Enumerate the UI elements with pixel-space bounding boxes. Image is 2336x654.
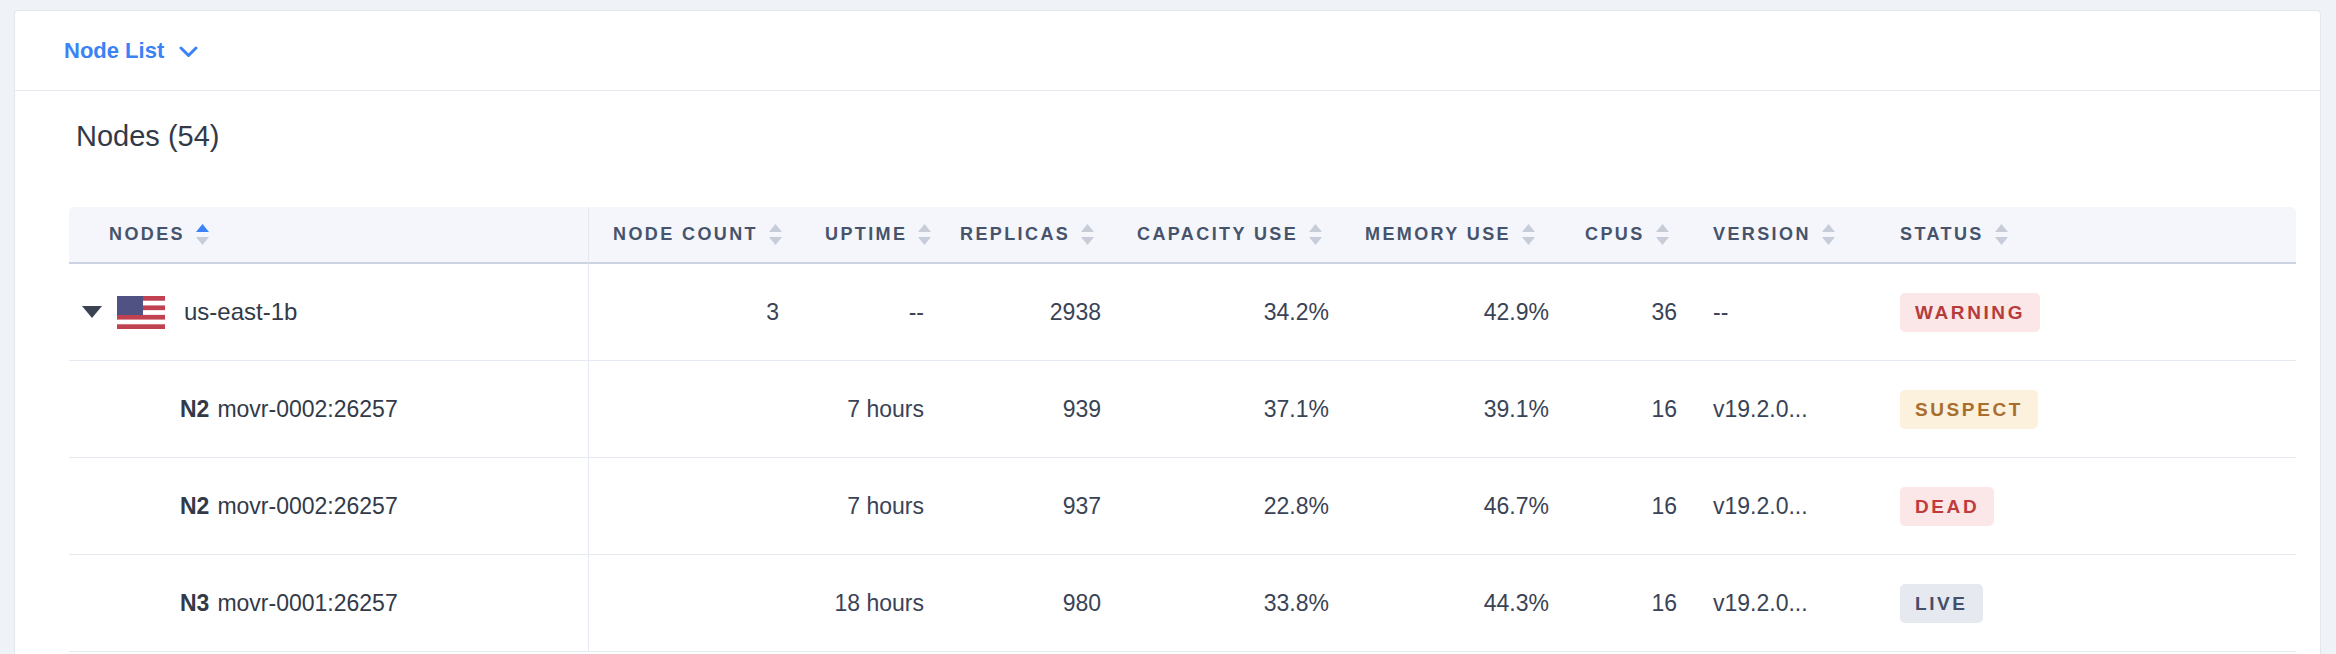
status-cell: SUSPECT (1876, 361, 2296, 458)
sort-arrows-icon (1522, 224, 1535, 246)
sort-arrows-icon (1309, 224, 1322, 246)
node-count-cell: 3 (589, 264, 801, 361)
capacity-use-cell: 37.1% (1113, 361, 1341, 458)
status-badge: LIVE (1900, 584, 1983, 623)
status-cell: DEAD (1876, 458, 2296, 555)
column-label: MEMORY USE (1365, 224, 1511, 245)
sort-arrows-icon (918, 224, 931, 246)
status-cell: LIVE (1876, 555, 2296, 652)
column-header-replicas[interactable]: REPLICAS (936, 207, 1113, 264)
cpus-cell: 16 (1561, 458, 1689, 555)
column-label: STATUS (1900, 224, 1984, 245)
cpus-cell: 16 (1561, 361, 1689, 458)
uptime-cell: -- (801, 264, 936, 361)
column-header-nodes[interactable]: NODES (69, 207, 589, 264)
column-header-status[interactable]: STATUS (1876, 207, 2296, 264)
version-cell: v19.2.0... (1689, 555, 1876, 652)
node-row: N3 movr-0001:26257 18 hours 980 33.8% 44.… (69, 555, 2296, 652)
column-header-uptime[interactable]: UPTIME (801, 207, 936, 264)
version-cell: v19.2.0... (1689, 361, 1876, 458)
status-badge: DEAD (1900, 487, 1994, 526)
column-header-cpus[interactable]: CPUS (1561, 207, 1689, 264)
node-name-cell: N2 movr-0002:26257 (69, 458, 589, 555)
memory-use-cell: 46.7% (1341, 458, 1561, 555)
cpus-cell: 36 (1561, 264, 1689, 361)
us-flag-icon (117, 296, 165, 329)
capacity-use-cell: 22.8% (1113, 458, 1341, 555)
node-count-cell (589, 458, 801, 555)
table-header-row: NODES NODE COUNT UPTIME (69, 207, 2296, 264)
column-header-node-count[interactable]: NODE COUNT (589, 207, 801, 264)
column-header-capacity-use[interactable]: CAPACITY USE (1113, 207, 1341, 264)
replicas-cell: 980 (936, 555, 1113, 652)
uptime-cell: 18 hours (801, 555, 936, 652)
node-name-cell: N3 movr-0001:26257 (69, 555, 589, 652)
capacity-use-cell: 34.2% (1113, 264, 1341, 361)
node-address: movr-0001:26257 (217, 590, 397, 616)
cpus-cell: 16 (1561, 555, 1689, 652)
status-cell: WARNING (1876, 264, 2296, 361)
replicas-cell: 937 (936, 458, 1113, 555)
region-row: us-east-1b 3 -- 2938 34.2% 42.9% 36 -- W… (69, 264, 2296, 361)
node-id: N2 (180, 493, 209, 519)
node-count-cell (589, 555, 801, 652)
capacity-use-cell: 33.8% (1113, 555, 1341, 652)
chevron-down-icon (179, 46, 198, 58)
page-background: { "crumb": { "label": "Node List" }, "se… (0, 0, 2336, 654)
sort-arrows-icon (1822, 224, 1835, 246)
column-label: REPLICAS (960, 224, 1070, 245)
version-cell: -- (1689, 264, 1876, 361)
column-label: CPUS (1585, 224, 1645, 245)
region-name: us-east-1b (184, 298, 297, 326)
sort-arrows-icon (196, 224, 209, 246)
node-row: N2 movr-0002:26257 7 hours 937 22.8% 46.7… (69, 458, 2296, 555)
sort-arrows-icon (1995, 224, 2008, 246)
node-id: N3 (180, 590, 209, 616)
memory-use-cell: 42.9% (1341, 264, 1561, 361)
node-row: N2 movr-0002:26257 7 hours 939 37.1% 39.1… (69, 361, 2296, 458)
uptime-cell: 7 hours (801, 361, 936, 458)
sort-arrows-icon (1656, 224, 1669, 246)
region-cell: us-east-1b (69, 264, 589, 361)
nodes-section: Nodes (54) NODES NODE (15, 115, 2320, 652)
page-title: Nodes (54) (76, 115, 2296, 157)
status-badge: WARNING (1900, 293, 2040, 332)
node-name-cell: N2 movr-0002:26257 (69, 361, 589, 458)
node-list-dropdown[interactable]: Node List (64, 38, 198, 64)
node-list-card: Node List Nodes (54) NODES (14, 10, 2321, 654)
column-label: CAPACITY USE (1137, 224, 1298, 245)
node-address: movr-0002:26257 (217, 493, 397, 519)
breadcrumb-bar: Node List (15, 11, 2320, 91)
replicas-cell: 2938 (936, 264, 1113, 361)
column-label: VERSION (1713, 224, 1811, 245)
memory-use-cell: 44.3% (1341, 555, 1561, 652)
column-header-version[interactable]: VERSION (1689, 207, 1876, 264)
memory-use-cell: 39.1% (1341, 361, 1561, 458)
sort-arrows-icon (769, 224, 782, 246)
caret-down-icon[interactable] (82, 306, 102, 318)
replicas-cell: 939 (936, 361, 1113, 458)
version-cell: v19.2.0... (1689, 458, 1876, 555)
status-badge: SUSPECT (1900, 390, 2038, 429)
column-header-memory-use[interactable]: MEMORY USE (1341, 207, 1561, 264)
nodes-table: NODES NODE COUNT UPTIME (69, 207, 2296, 652)
column-label: NODE COUNT (613, 224, 758, 245)
sort-arrows-icon (1081, 224, 1094, 246)
node-id: N2 (180, 396, 209, 422)
uptime-cell: 7 hours (801, 458, 936, 555)
node-list-dropdown-label: Node List (64, 38, 164, 64)
node-count-cell (589, 361, 801, 458)
column-label: UPTIME (825, 224, 907, 245)
column-label: NODES (109, 224, 185, 245)
node-address: movr-0002:26257 (217, 396, 397, 422)
